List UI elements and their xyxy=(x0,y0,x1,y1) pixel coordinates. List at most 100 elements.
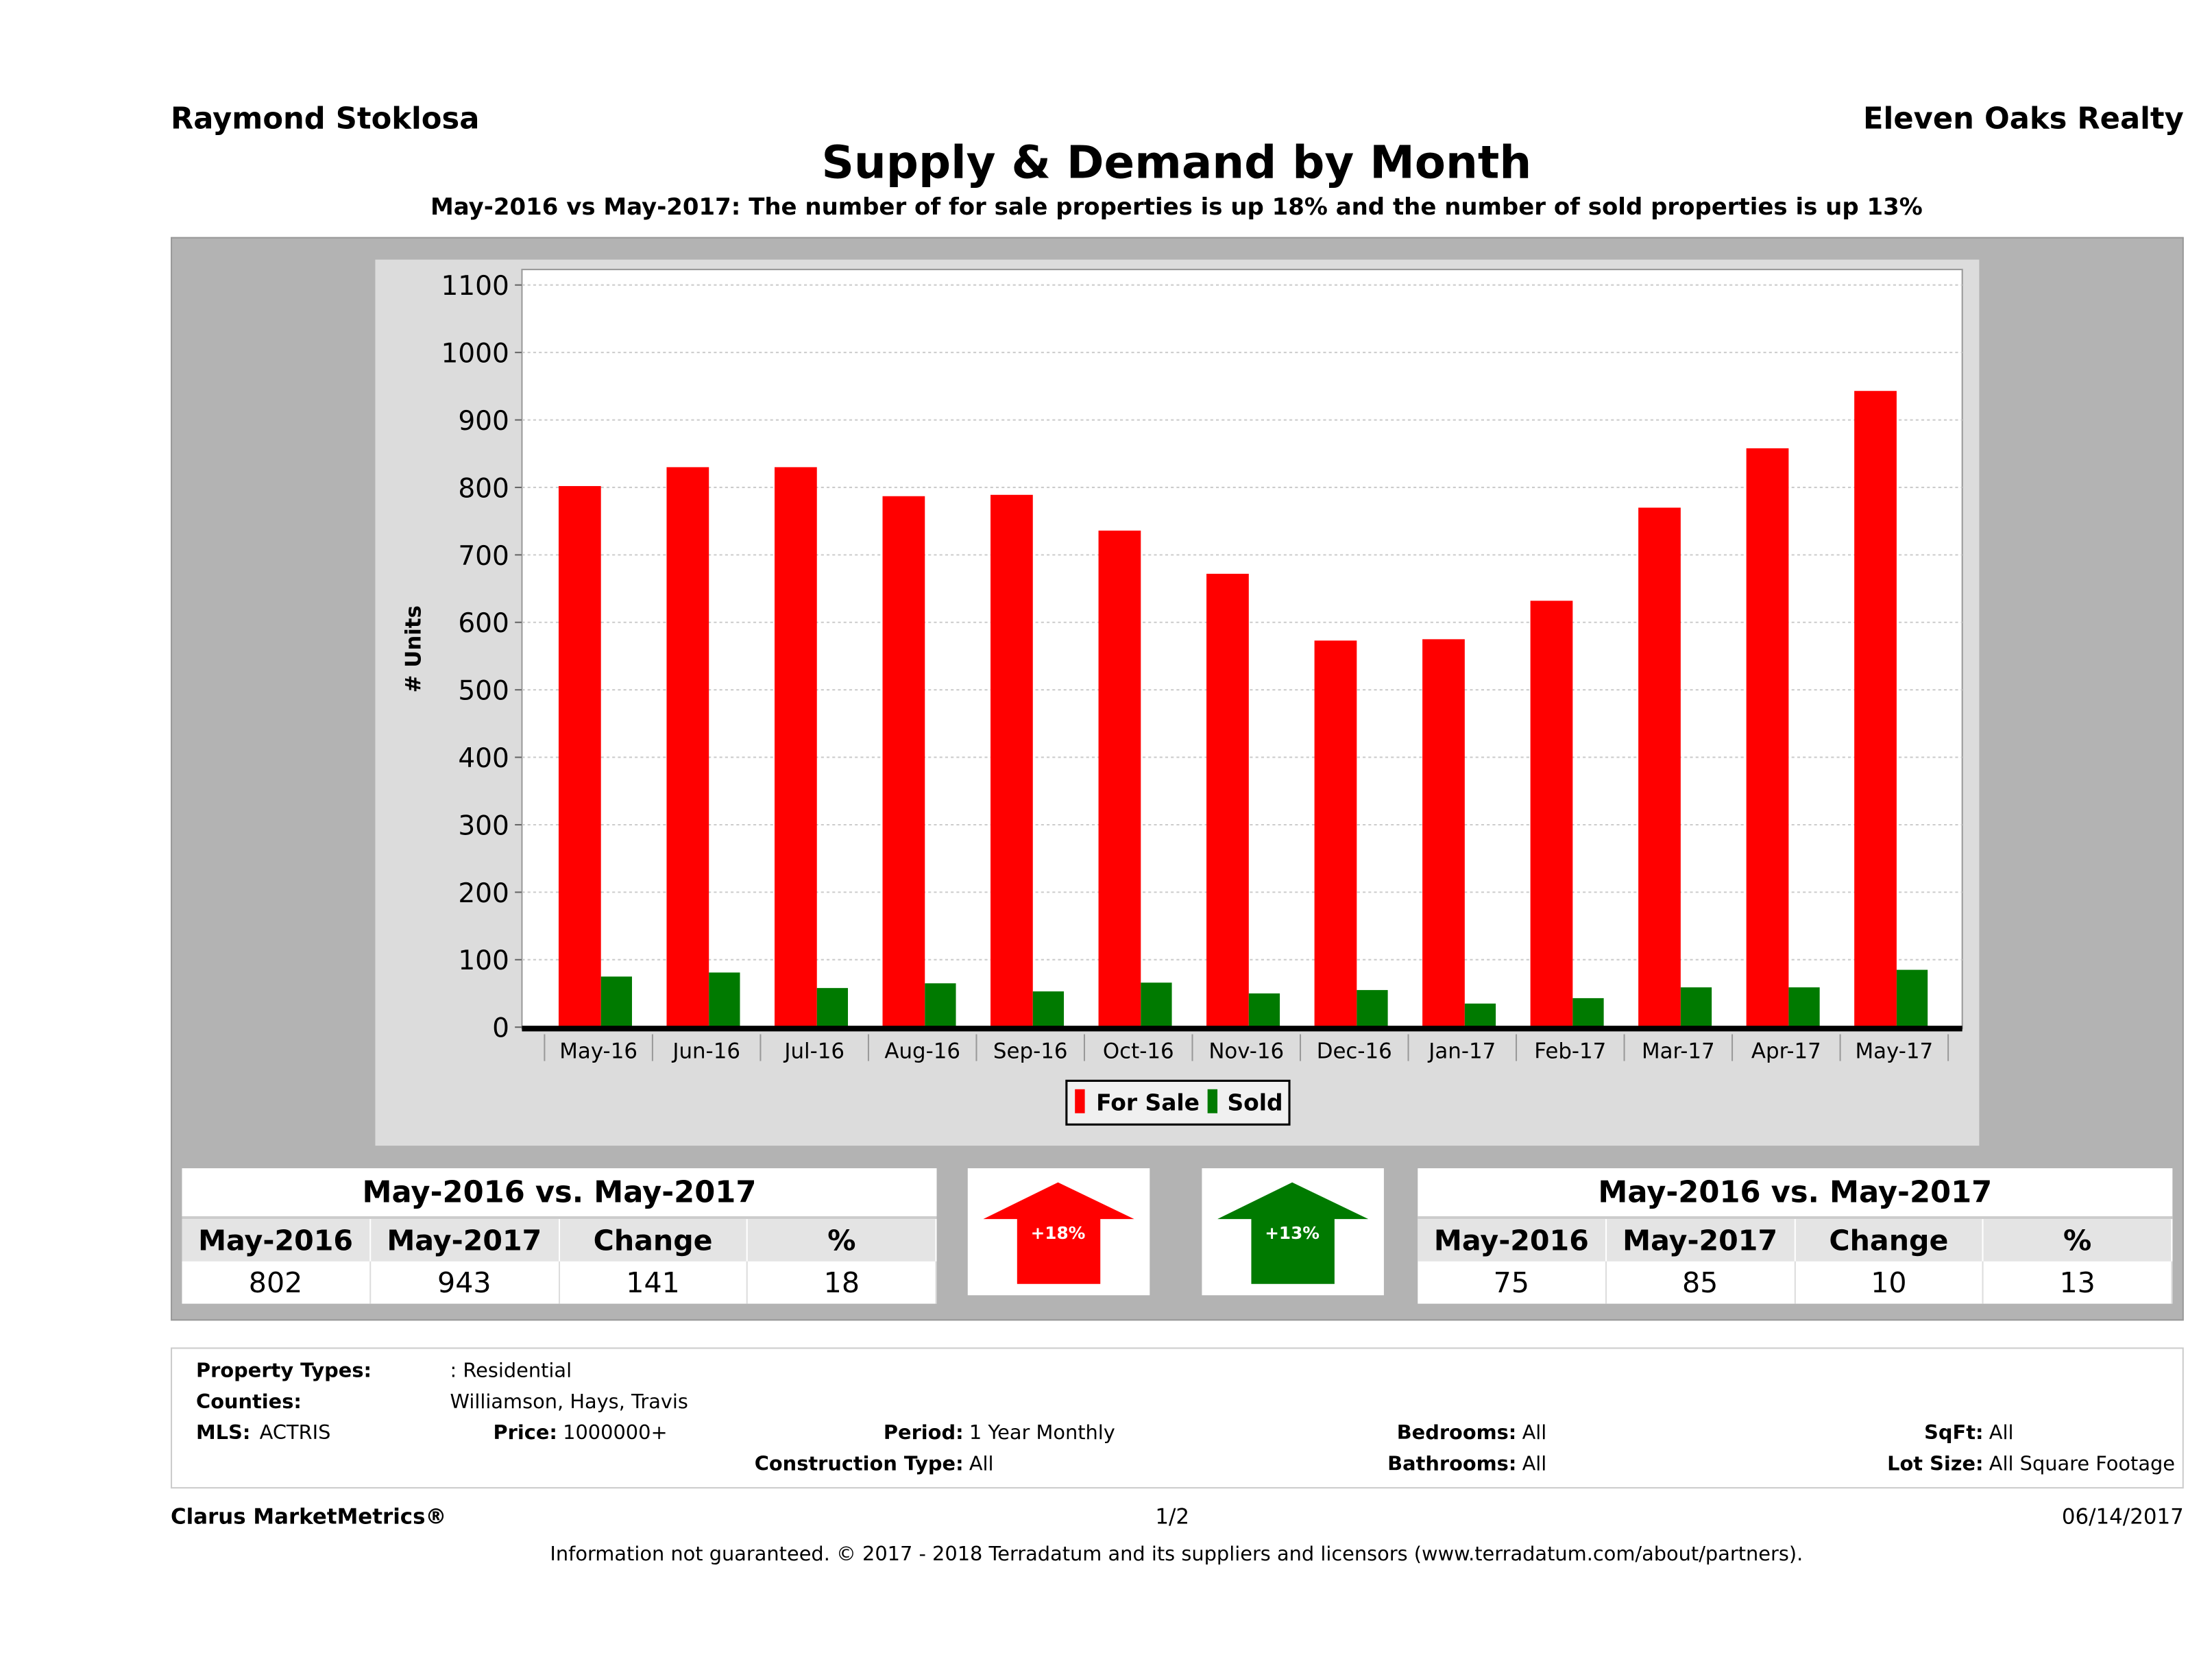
criteria-label: Bedrooms: xyxy=(1396,1422,1517,1445)
bar-sold xyxy=(1788,987,1820,1028)
legend-for-sale: For Sale xyxy=(1096,1089,1200,1116)
bar-for-sale xyxy=(1098,530,1141,1028)
x-tick-label: Jun-16 xyxy=(671,1039,740,1064)
legend-swatch-sold xyxy=(1207,1089,1218,1113)
bar-for-sale xyxy=(1530,601,1573,1028)
table-title: May-2016 vs. May-2017 xyxy=(182,1168,937,1220)
x-axis-line xyxy=(522,1026,1962,1032)
criteria-label: Price: xyxy=(493,1422,557,1445)
x-tick-label: May-17 xyxy=(1856,1039,1934,1064)
criteria-value: All xyxy=(969,1453,994,1476)
criteria-value: 1 Year Monthly xyxy=(969,1422,1115,1445)
svg-text:+13%: +13% xyxy=(1265,1223,1320,1243)
agent-name: Raymond Stoklosa xyxy=(171,101,480,136)
for-sale-comparison-table: May-2016 vs. May-2017 May-2016 May-2017 Ch… xyxy=(182,1168,937,1304)
y-tick-label: 1000 xyxy=(441,339,509,370)
criteria-value: All xyxy=(1522,1453,1547,1476)
y-tick-label: 700 xyxy=(458,541,509,572)
x-tick-label: Mar-17 xyxy=(1642,1039,1715,1064)
table-header: Change xyxy=(559,1219,749,1261)
table-cell: 75 xyxy=(1418,1261,1607,1304)
report-date: 06/14/2017 xyxy=(2061,1503,2184,1530)
x-tick-label: Apr-17 xyxy=(1751,1039,1821,1064)
x-tick-label: May-16 xyxy=(559,1039,637,1064)
table-title: May-2016 vs. May-2017 xyxy=(1418,1168,2173,1220)
bar-for-sale xyxy=(558,485,601,1028)
criteria-label: Counties: xyxy=(196,1391,302,1414)
company-name: Eleven Oaks Realty xyxy=(1863,101,2184,136)
y-tick-label: 500 xyxy=(458,676,509,707)
y-tick-label: 0 xyxy=(492,1013,509,1044)
bar-for-sale xyxy=(666,467,709,1028)
bar-for-sale xyxy=(775,467,817,1028)
criteria-value: 1000000+ xyxy=(563,1422,668,1445)
criteria-label: Period: xyxy=(883,1422,964,1445)
bar-sold xyxy=(1248,993,1280,1028)
y-tick-label: 600 xyxy=(458,608,509,639)
bar-sold xyxy=(1141,982,1172,1028)
table-cell: 943 xyxy=(371,1261,559,1304)
x-tick-label: Sep-16 xyxy=(993,1039,1068,1064)
bar-sold xyxy=(600,976,632,1028)
up-arrow-icon: +13% xyxy=(1217,1182,1369,1284)
sold-change-arrow: +13% xyxy=(1202,1168,1384,1296)
table-header: May-2017 xyxy=(1607,1219,1795,1261)
criteria-label: Construction Type: xyxy=(754,1453,964,1476)
report-title: Supply & Demand by Month xyxy=(821,135,1532,189)
table-cell: 10 xyxy=(1795,1261,1984,1304)
table-cell: 85 xyxy=(1607,1261,1795,1304)
bar-sold xyxy=(709,972,740,1028)
criteria-value: All xyxy=(1989,1422,2014,1445)
bar-sold xyxy=(1032,991,1065,1028)
table-cell: 802 xyxy=(182,1261,371,1304)
legend-swatch-for-sale xyxy=(1075,1089,1085,1113)
table-header: % xyxy=(748,1219,937,1261)
criteria-value: Williamson, Hays, Travis xyxy=(450,1391,688,1414)
bar-sold xyxy=(1680,987,1712,1028)
criteria-value: : Residential xyxy=(450,1360,572,1383)
page-number: 1/2 xyxy=(1155,1503,1190,1530)
brand-name: Clarus MarketMetrics® xyxy=(171,1503,447,1530)
y-axis-label: # Units xyxy=(401,605,426,692)
bar-sold xyxy=(1464,1003,1496,1028)
criteria-label: SqFt: xyxy=(1924,1422,1984,1445)
criteria-label: Property Types: xyxy=(196,1360,372,1383)
criteria-label: MLS: xyxy=(196,1422,251,1445)
table-header: May-2016 xyxy=(1418,1219,1607,1261)
bar-sold xyxy=(1572,998,1604,1028)
x-tick-label: Aug-16 xyxy=(884,1039,960,1064)
bar-chart: 0 100 200 300 400 500 600 700 800 900 1000 1100 May-… xyxy=(401,269,1963,1126)
table-header: May-2017 xyxy=(371,1219,559,1261)
x-tick-label: Nov-16 xyxy=(1208,1039,1284,1064)
x-tick-label: Jul-16 xyxy=(783,1039,844,1064)
x-tick-label: Oct-16 xyxy=(1103,1039,1174,1064)
legend: For Sale Sold xyxy=(1065,1079,1291,1126)
sold-comparison-table: May-2016 vs. May-2017 May-2016 May-2017 Ch… xyxy=(1418,1168,2173,1304)
search-criteria: Property Types: : Residential Counties: … xyxy=(171,1347,2184,1489)
table-cell: 13 xyxy=(1984,1261,2173,1304)
bar-for-sale xyxy=(1206,573,1249,1028)
bar-for-sale xyxy=(882,496,925,1028)
criteria-value: All xyxy=(1522,1422,1547,1445)
legend-sold: Sold xyxy=(1227,1089,1283,1116)
x-tick-label: Dec-16 xyxy=(1317,1039,1392,1064)
criteria-value: All Square Footage xyxy=(1989,1453,2176,1476)
bar-for-sale xyxy=(1746,448,1789,1028)
y-tick-label: 300 xyxy=(458,810,509,841)
bar-sold xyxy=(816,988,849,1028)
x-tick-label: Feb-17 xyxy=(1534,1039,1606,1064)
bar-for-sale xyxy=(990,494,1033,1028)
svg-text:+18%: +18% xyxy=(1031,1223,1086,1243)
table-header: May-2016 xyxy=(182,1219,371,1261)
bar-sold xyxy=(1896,969,1928,1028)
bar-for-sale xyxy=(1854,391,1897,1028)
y-tick-label: 800 xyxy=(458,473,509,504)
table-cell: 141 xyxy=(559,1261,749,1304)
x-tick-label: Jan-17 xyxy=(1427,1039,1496,1064)
report-subtitle: May-2016 vs May-2017: The number of for … xyxy=(430,193,1923,221)
disclaimer: Information not guaranteed. © 2017 - 201… xyxy=(550,1543,1803,1567)
y-tick-label: 400 xyxy=(458,743,509,774)
y-tick-label: 200 xyxy=(458,878,509,909)
for-sale-change-arrow: +18% xyxy=(967,1168,1150,1296)
